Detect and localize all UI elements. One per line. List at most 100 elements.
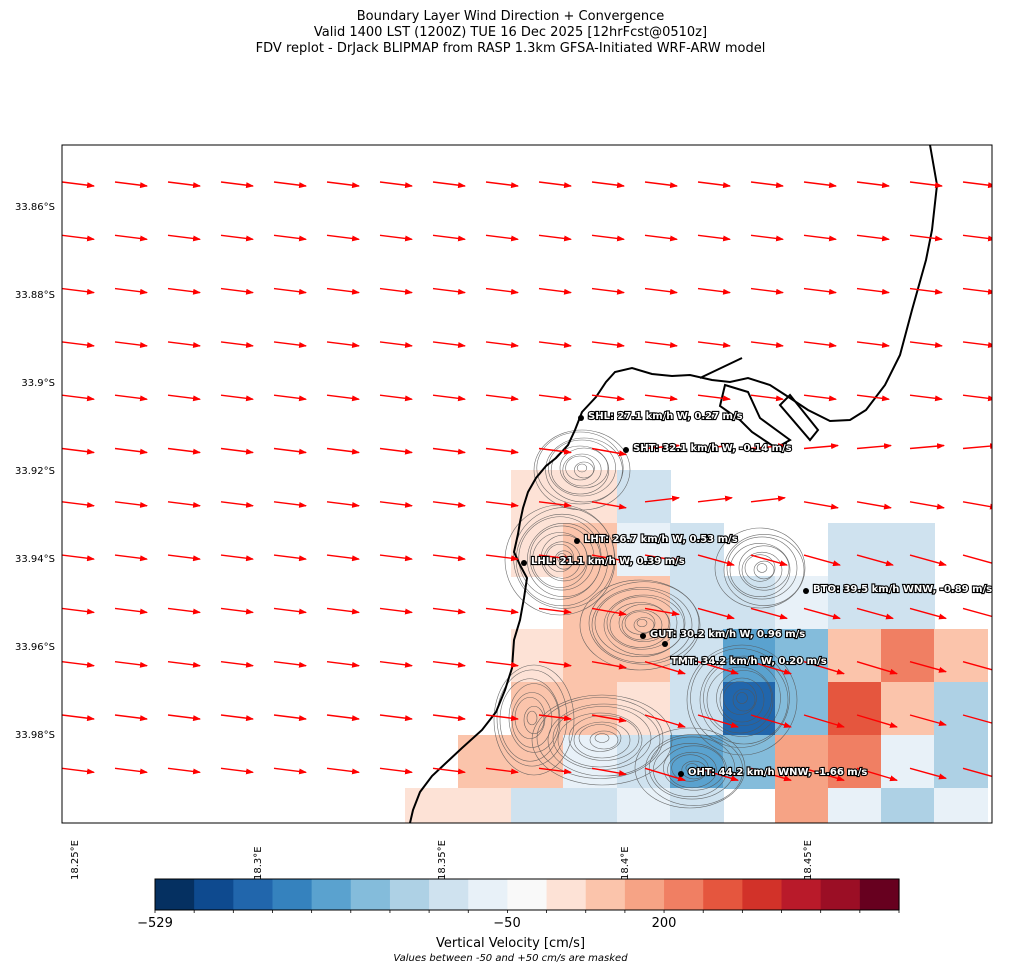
- wind-vector: [750, 661, 792, 675]
- velocity-cell: [563, 576, 617, 630]
- terrain-contour: [568, 715, 640, 761]
- terrain-contour: [547, 703, 661, 777]
- terrain-contour: [732, 688, 756, 712]
- velocity-cell: [775, 682, 829, 736]
- wind-vector: [62, 287, 95, 295]
- velocity-cell: [563, 523, 617, 577]
- terrain-contour: [756, 563, 768, 573]
- wind-vector: [538, 714, 572, 722]
- terrain-contour: [529, 525, 595, 591]
- x-tick-label: 18.25°E: [70, 840, 81, 880]
- colorbar-swatch: [233, 879, 274, 910]
- terrain-contour: [565, 455, 595, 481]
- terrain-contour: [703, 659, 781, 737]
- wind-vector: [114, 714, 148, 722]
- terrain-contour: [540, 534, 588, 582]
- wind-vector: [114, 447, 148, 455]
- wind-vector: [220, 714, 254, 722]
- colorbar-swatch: [389, 879, 430, 910]
- wind-vector: [697, 234, 731, 242]
- velocity-cell: [563, 682, 617, 736]
- velocity-cell: [511, 735, 565, 789]
- wind-vector: [644, 394, 678, 402]
- wind-vector: [644, 554, 680, 563]
- velocity-cell: [670, 735, 724, 789]
- terrain-contour: [594, 733, 610, 743]
- x-tick-label: 18.35°E: [437, 840, 448, 880]
- terrain-contour: [493, 664, 575, 776]
- wind-vector: [220, 341, 254, 349]
- velocity-cell: [828, 629, 882, 683]
- velocity-cell: [881, 682, 935, 736]
- colorbar-swatch: [664, 879, 704, 910]
- terrain-contour: [667, 751, 717, 789]
- velocity-cell: [934, 735, 988, 789]
- wind-vector: [644, 607, 680, 617]
- colorbar-swatch: [507, 879, 548, 910]
- wind-vector: [909, 501, 945, 510]
- wind-vector: [62, 554, 95, 562]
- wind-vector: [326, 234, 360, 242]
- wind-vector: [485, 607, 519, 615]
- velocity-cell: [563, 735, 617, 789]
- wind-vector: [432, 341, 466, 349]
- wind-vector: [909, 443, 945, 450]
- colorbar-swatch: [468, 879, 509, 910]
- wind-vector: [326, 501, 360, 508]
- wind-vector: [856, 234, 890, 242]
- wind-vector: [803, 287, 837, 295]
- terrain-contour: [543, 541, 581, 579]
- wind-vector: [220, 287, 254, 295]
- wind-vector: [167, 607, 201, 615]
- wind-vector: [220, 447, 254, 455]
- wind-vector: [697, 607, 735, 620]
- wind-vector: [909, 394, 943, 402]
- wind-vector: [114, 181, 148, 189]
- wind-vector: [326, 181, 360, 189]
- terrain-contour: [634, 727, 746, 809]
- wind-vector: [909, 607, 947, 620]
- wind-vector: [114, 554, 148, 562]
- terrain-contour: [606, 596, 678, 650]
- wind-vector: [273, 714, 307, 722]
- wind-vector: [62, 341, 95, 349]
- wind-vector: [62, 661, 95, 668]
- terrain-contour: [576, 463, 588, 473]
- wind-vector: [114, 767, 148, 775]
- terrain-contour: [562, 453, 602, 487]
- velocity-cell: [828, 523, 882, 577]
- wind-vector: [962, 443, 992, 450]
- wind-vector: [591, 607, 627, 617]
- terrain-contour: [594, 588, 686, 658]
- wind-vector: [432, 607, 466, 615]
- station-label-gut: GUT: 30.2 km/h W, 0.96 m/s: [650, 629, 805, 640]
- wind-vector: [167, 341, 201, 349]
- wind-vector: [62, 607, 95, 615]
- wind-vector: [697, 714, 739, 728]
- terrain-contour: [579, 579, 701, 671]
- wind-vector: [750, 287, 784, 295]
- terrain-contour: [741, 551, 783, 589]
- wind-vector: [591, 767, 627, 777]
- velocity-cell: [881, 788, 935, 823]
- wind-vector: [62, 181, 95, 189]
- wind-vector: [962, 607, 992, 620]
- wind-vector: [62, 767, 95, 775]
- wind-vector: [167, 287, 201, 295]
- terrain-contour: [699, 655, 789, 745]
- colorbar-swatch: [859, 879, 900, 910]
- wind-vector: [962, 287, 992, 295]
- wind-vector: [379, 714, 413, 722]
- station-label-lht: LHT: 26.7 km/h W, 0.53 m/s: [584, 534, 738, 545]
- terrain-contour: [738, 545, 790, 591]
- wind-vector: [220, 607, 254, 615]
- wind-vector: [538, 661, 572, 668]
- terrain-contour: [536, 697, 664, 779]
- wind-vector: [591, 714, 627, 723]
- wind-vector: [750, 181, 784, 189]
- terrain-contour: [532, 532, 588, 588]
- terrain-contour: [559, 447, 609, 489]
- wind-vector: [220, 661, 254, 668]
- wind-vector: [167, 447, 201, 455]
